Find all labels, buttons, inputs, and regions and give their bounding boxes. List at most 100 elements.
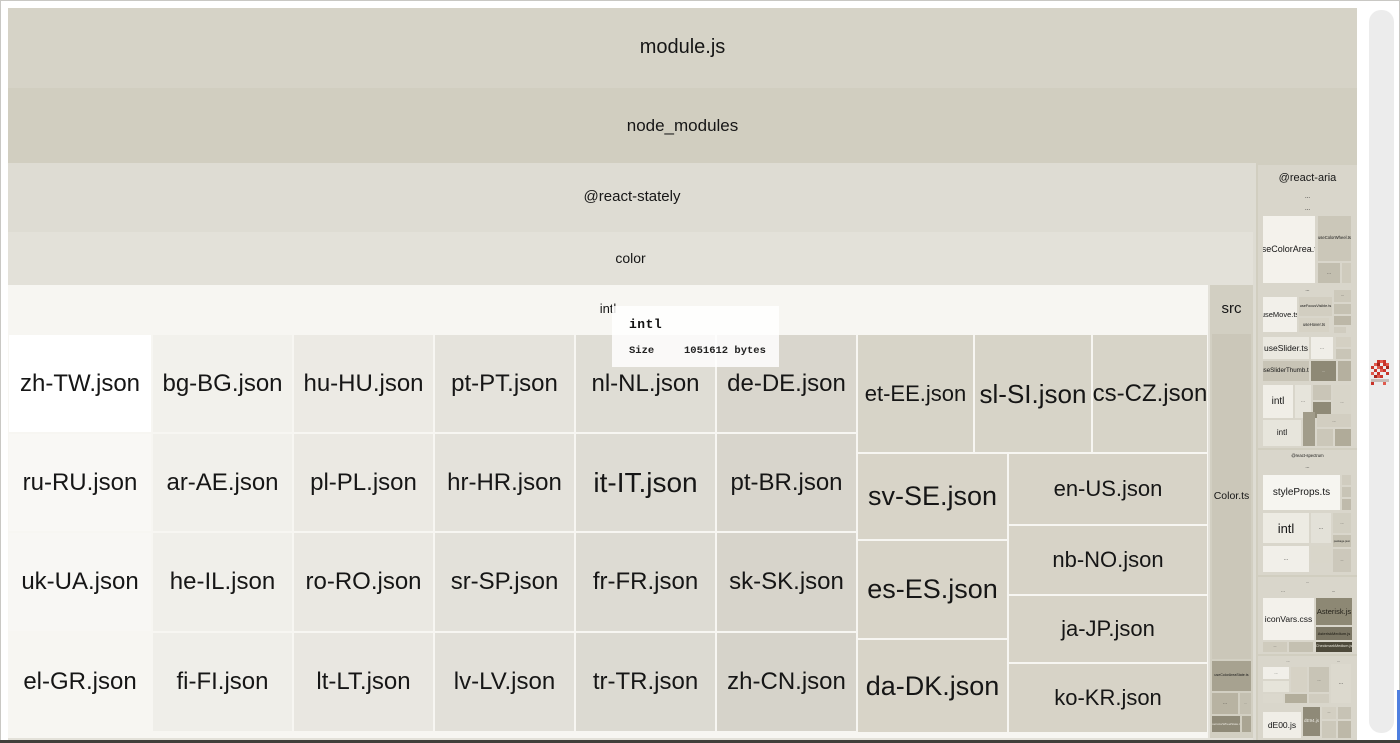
mini-label[interactable]: ... bbox=[1331, 588, 1336, 594]
tile-cs-CZ-json[interactable]: cs-CZ.json bbox=[1093, 335, 1207, 452]
tile-spectrum-intl[interactable]: intl bbox=[1263, 513, 1309, 543]
tile-use-color-area[interactable]: useColorArea.ts bbox=[1263, 216, 1315, 283]
tile-use-slider-thumb[interactable]: useSliderThumb.ts bbox=[1263, 361, 1309, 381]
label-react-stately[interactable]: @react-stately bbox=[583, 187, 681, 205]
mini-tile[interactable]: ... bbox=[1333, 513, 1351, 533]
tile-de-DE-json[interactable]: de-DE.json bbox=[717, 335, 856, 432]
tile-use-color-wheel-state[interactable]: useColorWheelState.ts bbox=[1212, 716, 1240, 732]
mini-tile[interactable] bbox=[1342, 487, 1351, 497]
tile-de94[interactable]: dE94.js bbox=[1303, 707, 1320, 736]
mini-tile[interactable] bbox=[1303, 412, 1315, 446]
tile-aria-intl-1[interactable]: intl bbox=[1263, 385, 1293, 418]
mini-tile[interactable] bbox=[1342, 475, 1351, 485]
mini-tile[interactable] bbox=[1317, 429, 1333, 446]
aria-more-2[interactable]: ... bbox=[1304, 205, 1310, 212]
mini-tile[interactable] bbox=[1336, 349, 1351, 359]
mini-tile[interactable] bbox=[1291, 667, 1307, 692]
label-intl[interactable]: intl bbox=[599, 301, 617, 316]
src-more-3[interactable] bbox=[1242, 716, 1251, 732]
tile-aria-intl-2[interactable]: intl bbox=[1263, 420, 1301, 446]
tile-zh-CN-json[interactable]: zh-CN.json bbox=[717, 633, 856, 731]
label-color[interactable]: color bbox=[615, 249, 646, 266]
tile-style-props[interactable]: styleProps.ts bbox=[1263, 475, 1340, 510]
tile-ar-AE-json[interactable]: ar-AE.json bbox=[153, 434, 292, 531]
tile-sl-SI-json[interactable]: sl-SI.json bbox=[975, 335, 1091, 452]
tile-hu-HU-json[interactable]: hu-HU.json bbox=[294, 335, 433, 432]
tile-es-ES-json[interactable]: es-ES.json bbox=[858, 541, 1007, 638]
tile-fr-FR-json[interactable]: fr-FR.json bbox=[576, 533, 715, 631]
tile-pl-PL-json[interactable]: pl-PL.json bbox=[294, 434, 433, 531]
src-more-1[interactable]: ... bbox=[1212, 693, 1238, 714]
mini-tile[interactable]: ... bbox=[1295, 385, 1311, 418]
tile-ko-KR-json[interactable]: ko-KR.json bbox=[1009, 664, 1207, 732]
tile-de00[interactable]: dE00.js bbox=[1263, 712, 1301, 738]
tile-sr-SP-json[interactable]: sr-SP.json bbox=[435, 533, 574, 631]
tile-zh-TW-json[interactable]: zh-TW.json bbox=[9, 335, 151, 432]
label-module-js[interactable]: module.js bbox=[639, 36, 726, 58]
icons-header[interactable]: ... bbox=[1305, 579, 1310, 584]
mini-tile[interactable]: ... bbox=[1263, 667, 1289, 679]
tile-ro-RO-json[interactable]: ro-RO.json bbox=[294, 533, 433, 631]
tile-el-GR-json[interactable]: el-GR.json bbox=[9, 633, 151, 731]
mini-tile[interactable]: ... bbox=[1311, 361, 1336, 381]
label-react-spectrum[interactable]: @react-spectrum bbox=[1291, 452, 1324, 458]
tile-lv-LV-json[interactable]: lv-LV.json bbox=[435, 633, 574, 731]
tile-use-slider[interactable]: useSlider.ts bbox=[1263, 337, 1309, 359]
mini-tile[interactable]: ... bbox=[1311, 337, 1333, 359]
mini-label[interactable]: ... bbox=[1281, 588, 1285, 594]
tile-icon-vars[interactable]: iconVars.css bbox=[1263, 598, 1314, 640]
tile-he-IL-json[interactable]: he-IL.json bbox=[153, 533, 292, 631]
tile-pt-PT-json[interactable]: pt-PT.json bbox=[435, 335, 574, 432]
mini-label[interactable]: ... bbox=[1286, 658, 1290, 663]
mini-tile[interactable] bbox=[1342, 263, 1351, 283]
tile-ja-JP-json[interactable]: ja-JP.json bbox=[1009, 596, 1207, 662]
tile-checkmark-medium[interactable]: CheckmarkMedium.js bbox=[1316, 642, 1352, 652]
tile-lt-LT-json[interactable]: lt-LT.json bbox=[294, 633, 433, 731]
tile-sv-SE-json[interactable]: sv-SE.json bbox=[858, 454, 1007, 539]
tile-fi-FI-json[interactable]: fi-FI.json bbox=[153, 633, 292, 731]
mini-tile[interactable]: ... bbox=[1331, 664, 1351, 703]
tile-da-DK-json[interactable]: da-DK.json bbox=[858, 640, 1007, 732]
mini-tile[interactable] bbox=[1285, 694, 1307, 703]
tile-it-IT-json[interactable]: it-IT.json bbox=[576, 434, 715, 531]
mini-tile[interactable] bbox=[1338, 721, 1351, 738]
mini-tile[interactable] bbox=[1263, 694, 1283, 703]
mini-tile[interactable] bbox=[1322, 721, 1336, 738]
tile-use-color-wheel[interactable]: useColorWheel.ts bbox=[1318, 216, 1351, 261]
label-src[interactable]: src bbox=[1221, 300, 1242, 317]
mini-tile[interactable] bbox=[1311, 546, 1331, 563]
tile-asterisk-medium[interactable]: AsteriskMedium.js bbox=[1316, 627, 1352, 640]
mini-tile[interactable] bbox=[1342, 499, 1351, 510]
tile-nb-NO-json[interactable]: nb-NO.json bbox=[1009, 526, 1207, 594]
tile-sk-SK-json[interactable]: sk-SK.json bbox=[717, 533, 856, 631]
tile-use-move[interactable]: useMove.ts bbox=[1263, 297, 1297, 332]
src-more-2[interactable]: ... bbox=[1240, 693, 1251, 714]
tile-et-EE-json[interactable]: et-EE.json bbox=[858, 335, 973, 452]
label-react-aria[interactable]: @react-aria bbox=[1278, 171, 1337, 184]
label-node-modules[interactable]: node_modules bbox=[626, 115, 739, 135]
tile-pt-BR-json[interactable]: pt-BR.json bbox=[717, 434, 856, 531]
spectrum-more[interactable]: ... bbox=[1305, 464, 1310, 470]
mini-tile[interactable] bbox=[1309, 694, 1329, 703]
mini-label[interactable]: ... bbox=[1336, 658, 1341, 663]
tile-use-color-area-state[interactable]: useColorAreaState.ts bbox=[1212, 661, 1251, 691]
mini-tile[interactable] bbox=[1338, 361, 1351, 381]
tile-use-hover[interactable]: useHover.ts bbox=[1299, 318, 1329, 332]
tile-tr-TR-json[interactable]: tr-TR.json bbox=[576, 633, 715, 731]
mini-tile[interactable] bbox=[1313, 385, 1331, 400]
mini-tile[interactable] bbox=[1334, 327, 1346, 333]
aria-more-1[interactable]: ... bbox=[1304, 193, 1310, 200]
mini-tile[interactable] bbox=[1334, 304, 1351, 314]
mini-tile[interactable]: ... bbox=[1334, 290, 1351, 302]
mini-tile[interactable] bbox=[1335, 429, 1351, 446]
mini-tile[interactable] bbox=[1336, 337, 1351, 347]
mini-tile[interactable]: ... bbox=[1309, 667, 1329, 692]
tile-package-json[interactable]: package.json bbox=[1333, 535, 1351, 547]
mini-tile[interactable] bbox=[1334, 316, 1351, 325]
tile-ru-RU-json[interactable]: ru-RU.json bbox=[9, 434, 151, 531]
tile-color-ts[interactable]: Color.ts bbox=[1212, 334, 1251, 659]
mini-tile[interactable]: ... bbox=[1333, 549, 1351, 572]
mini-tile[interactable] bbox=[1338, 707, 1351, 719]
tile-hr-HR-json[interactable]: hr-HR.json bbox=[435, 434, 574, 531]
mini-tile[interactable]: ... bbox=[1317, 414, 1351, 427]
